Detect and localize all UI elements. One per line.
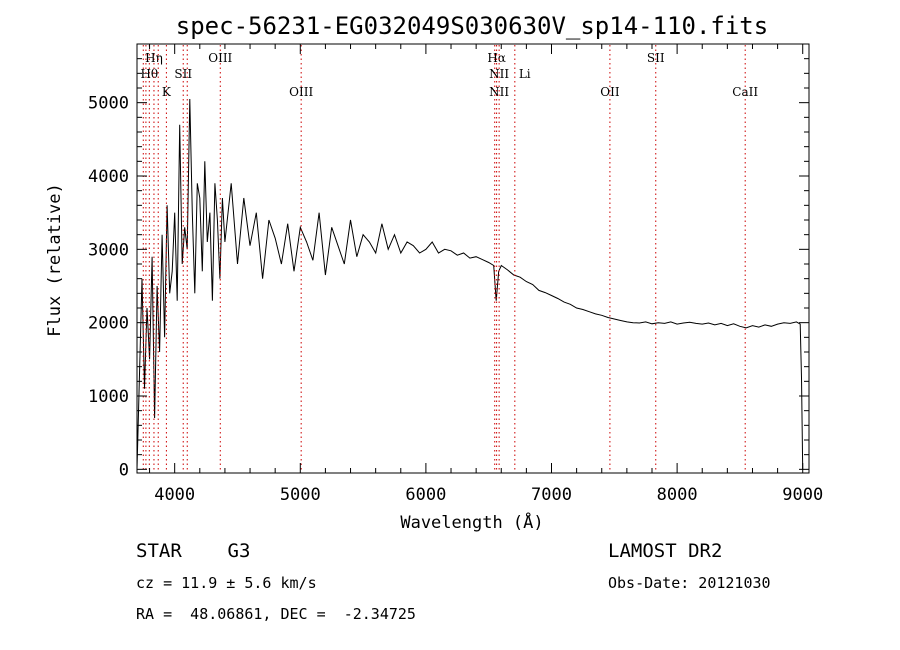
line-marker-label-12-0: NII	[489, 67, 509, 81]
x-tick-label: 6000	[405, 485, 446, 505]
y-tick-label: 1000	[88, 387, 129, 407]
x-tick-label: 7000	[531, 485, 572, 505]
plot-layer	[136, 98, 804, 470]
chart-title: spec-56231-EG032049S030630V_sp14-110.fit…	[176, 12, 768, 40]
x-tick-label: 5000	[280, 485, 321, 505]
x-tick-label: 4000	[154, 485, 195, 505]
line-marker-label-2-0: Hθ	[140, 67, 158, 81]
y-tick-label: 3000	[88, 240, 129, 260]
y-tick-label: 0	[119, 460, 129, 480]
x-tick-label: 9000	[782, 485, 823, 505]
line-marker-label-9-0: OIII	[289, 85, 313, 99]
line-marker-label-11-0: Hα	[487, 51, 506, 65]
object-class-label: STAR G3	[136, 540, 251, 562]
obs-date-label: Obs-Date: 20121030	[608, 574, 771, 592]
line-marker-label-6-0: SII	[174, 67, 192, 81]
y-axis-label: Flux (relative)	[45, 183, 65, 337]
line-marker-label-14-0: OII	[600, 85, 620, 99]
x-tick-label: 8000	[657, 485, 698, 505]
y-tick-label: 2000	[88, 314, 129, 334]
line-marker-label-13-0: Li	[519, 67, 531, 81]
plot-frame	[136, 43, 810, 474]
x-axis-label: Wavelength (Å)	[400, 511, 543, 533]
line-marker-label-16-0: CaII	[732, 85, 758, 99]
spectrum-series-0	[136, 98, 804, 470]
redshift-label: cz = 11.9 ± 5.6 km/s	[136, 574, 317, 592]
survey-label: LAMOST DR2	[608, 540, 723, 562]
line-marker-label-15-0: SII	[647, 51, 665, 65]
line-marker-label-3-0: Hη	[145, 51, 163, 65]
y-tick-label: 4000	[88, 167, 129, 187]
y-tick-label: 5000	[88, 94, 129, 114]
line-marker-label-5-0: K	[162, 85, 172, 99]
coordinates-label: RA = 48.06861, DEC = -2.34725	[136, 605, 416, 623]
line-marker-label-12-1: NII	[489, 85, 509, 99]
axis-layer: 4000 5000 6000 7000 8000 9000 0 1000 2000 3000 400…	[88, 43, 823, 505]
line-marker-label-8-0: OIII	[208, 51, 232, 65]
